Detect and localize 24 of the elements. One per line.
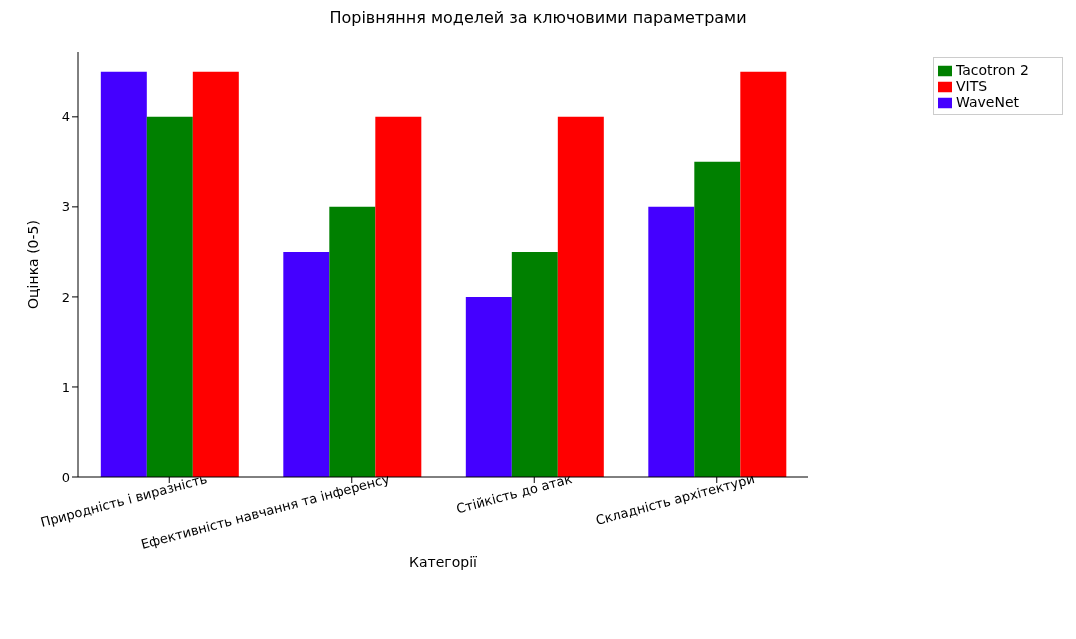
y-tick-label: 2 (61, 289, 70, 305)
y-tick-label: 0 (61, 469, 70, 485)
x-tick-label: Стійкість до атак (454, 471, 574, 517)
bar (283, 251, 330, 477)
y-axis-title: Оцінка (0-5) (24, 220, 41, 309)
y-tick-label: 4 (61, 109, 70, 125)
bar (329, 206, 376, 477)
bar (146, 116, 193, 477)
chart-title: Порівняння моделей за ключовими параметрами (328, 8, 748, 27)
bar (694, 161, 741, 477)
legend-label: VITS (956, 78, 988, 94)
bar (511, 251, 558, 477)
bar (648, 206, 695, 477)
bar (740, 71, 787, 477)
legend-label: Tacotron 2 (956, 62, 1029, 78)
bar (375, 116, 422, 477)
bar (557, 116, 604, 477)
bar (100, 71, 147, 477)
y-tick-label: 1 (61, 379, 70, 395)
y-tick-label: 3 (61, 199, 70, 215)
x-axis-title: Категорії (409, 554, 478, 570)
legend-label: WaveNet (956, 94, 1019, 110)
bar (465, 296, 512, 477)
bar (192, 71, 239, 477)
